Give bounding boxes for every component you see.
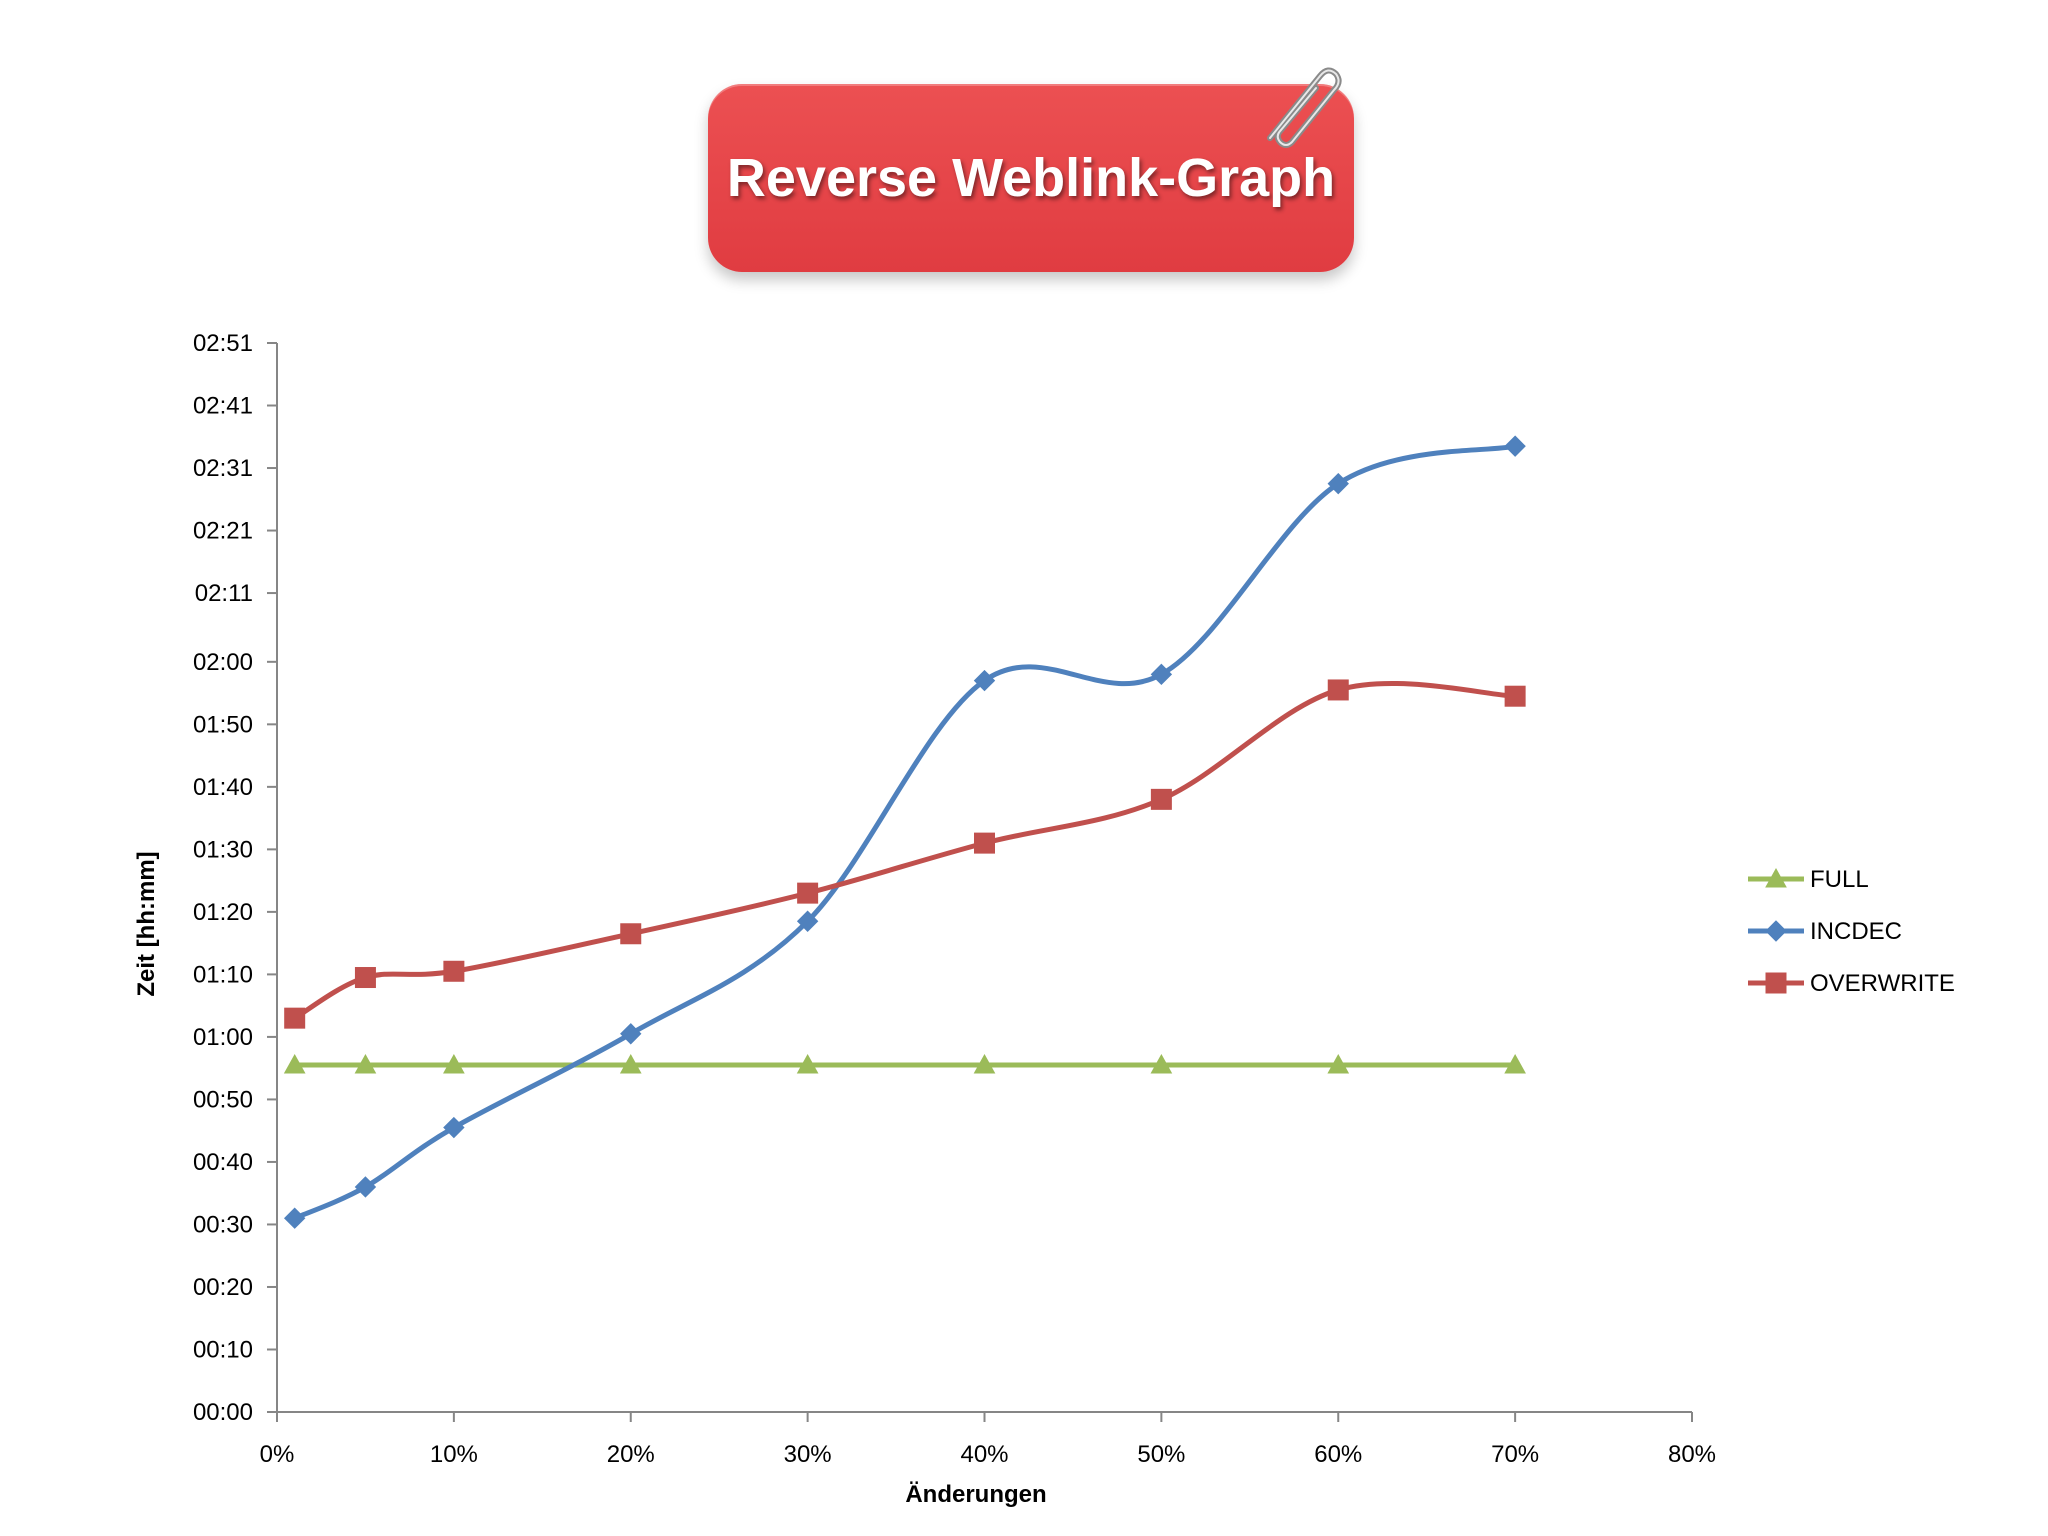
y-tick-label: 01:30 xyxy=(193,836,253,863)
y-tick-label: 01:00 xyxy=(193,1024,253,1051)
title-badge: Reverse Weblink-Graph xyxy=(708,84,1354,272)
y-tick-label: 00:10 xyxy=(193,1336,253,1363)
y-tick-label: 01:10 xyxy=(193,961,253,988)
chart-axes: 00:00 00:10 00:20 00:30 00:40 00:50 01:00 01:10… xyxy=(193,330,1716,1468)
legend-marker xyxy=(1765,920,1787,942)
legend-item-full: FULL xyxy=(1748,866,1869,893)
data-point-incdec xyxy=(283,1207,306,1229)
data-point-full xyxy=(1327,1054,1350,1074)
data-point-overwrite xyxy=(354,967,376,989)
x-tick-label: 0% xyxy=(260,1441,295,1468)
series-incdec xyxy=(283,435,1526,1229)
y-tick-label: 00:00 xyxy=(193,1399,253,1426)
data-point-overwrite xyxy=(1327,679,1349,701)
data-point-full xyxy=(443,1054,465,1074)
data-point-full xyxy=(1504,1054,1526,1074)
y-tick-label: 01:20 xyxy=(193,899,253,926)
x-axis-title: Änderungen xyxy=(905,1481,1046,1508)
chart-legend: FULL INCDEC OVERWRITE xyxy=(1748,866,1955,997)
y-tick-label: 01:40 xyxy=(193,774,253,801)
data-point-full xyxy=(796,1054,819,1074)
data-point-full xyxy=(1150,1054,1173,1074)
y-tick-label: 00:50 xyxy=(193,1086,253,1113)
y-tick-label: 02:41 xyxy=(193,393,253,420)
data-point-overwrite xyxy=(620,923,642,945)
data-point-overwrite xyxy=(284,1007,306,1029)
paperclip-icon xyxy=(1267,67,1342,148)
y-tick-label: 02:21 xyxy=(193,518,253,545)
y-tick-label: 02:31 xyxy=(193,455,253,482)
y-tick-label: 02:11 xyxy=(195,580,253,607)
series-line-overwrite xyxy=(293,680,1516,1021)
y-axis-title: Zeit [hh:mm] xyxy=(133,851,160,996)
x-tick-label: 60% xyxy=(1314,1441,1362,1468)
series-full xyxy=(283,1054,1526,1074)
data-point-incdec xyxy=(620,1023,642,1045)
data-point-full xyxy=(619,1054,642,1074)
data-point-full xyxy=(973,1054,996,1074)
chart-title: Reverse Weblink-Graph xyxy=(726,148,1336,208)
data-point-incdec xyxy=(973,669,996,692)
chart-series xyxy=(283,435,1526,1229)
data-point-overwrite xyxy=(797,882,819,904)
legend-item-incdec: INCDEC xyxy=(1748,918,1902,945)
legend-marker xyxy=(1765,972,1787,994)
data-point-full xyxy=(283,1054,306,1074)
x-tick-label: 70% xyxy=(1491,1441,1539,1468)
data-point-overwrite xyxy=(1150,788,1172,810)
data-point-incdec xyxy=(443,1116,465,1139)
y-tick-label: 00:20 xyxy=(193,1274,253,1301)
x-tick-label: 50% xyxy=(1137,1441,1185,1468)
legend-marker xyxy=(1765,867,1787,888)
x-tick-label: 80% xyxy=(1668,1441,1716,1468)
data-point-incdec xyxy=(1327,472,1349,495)
series-line-incdec xyxy=(293,443,1516,1221)
data-point-overwrite xyxy=(974,832,995,854)
data-point-incdec xyxy=(1150,663,1173,686)
y-tick-label: 01:50 xyxy=(193,711,253,738)
y-tick-label: 02:51 xyxy=(193,330,253,357)
x-tick-label: 20% xyxy=(607,1441,655,1468)
x-tick-label: 40% xyxy=(960,1441,1008,1468)
data-point-overwrite xyxy=(1504,685,1526,707)
y-tick-label: 00:30 xyxy=(193,1211,253,1238)
y-tick-label: 02:00 xyxy=(193,649,253,676)
data-point-incdec xyxy=(796,910,819,932)
y-tick-label: 00:40 xyxy=(193,1149,253,1176)
legend-label: OVERWRITE xyxy=(1810,970,1955,997)
legend-item-overwrite: OVERWRITE xyxy=(1748,970,1955,997)
legend-label: INCDEC xyxy=(1810,918,1902,945)
data-point-full xyxy=(354,1054,377,1074)
data-point-overwrite xyxy=(443,960,465,982)
data-point-incdec xyxy=(354,1176,377,1198)
series-overwrite xyxy=(284,679,1526,1029)
x-tick-label: 10% xyxy=(430,1441,478,1468)
x-tick-label: 30% xyxy=(784,1441,832,1468)
data-point-incdec xyxy=(1504,435,1526,457)
legend-label: FULL xyxy=(1810,866,1869,893)
